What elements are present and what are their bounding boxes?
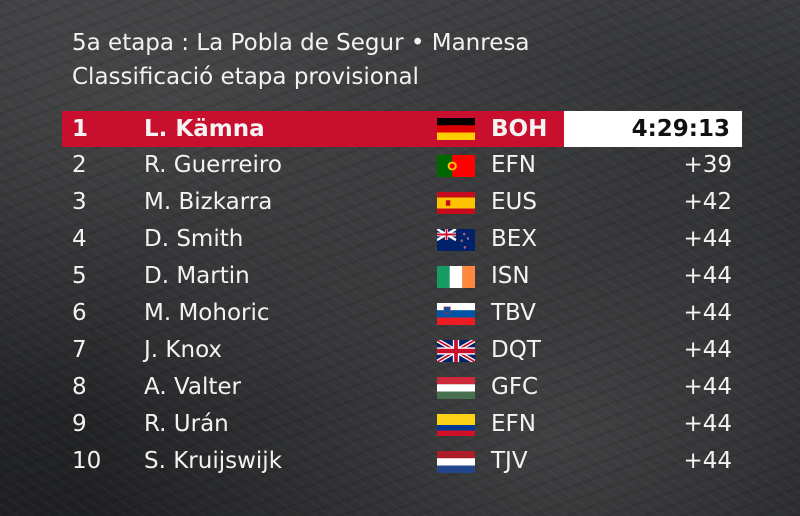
results-table: 1 L. Kämna BOH 4:29:13 2 R. Guerreiro EF…	[62, 111, 742, 480]
team-code: ISN	[491, 263, 530, 289]
result-row: 3 M. Bizkarra EUS +42	[62, 184, 742, 221]
team-code: TBV	[491, 300, 536, 326]
result-row: 5 D. Martin ISN +44	[62, 258, 742, 295]
classification-title: Classificació etapa provisional	[72, 64, 419, 90]
portugal-flag	[437, 155, 475, 177]
rider-name: J. Knox	[144, 337, 223, 363]
stage-time: 4:29:13	[631, 116, 730, 142]
position: 9	[72, 411, 87, 437]
rider-name: M. Bizkarra	[144, 189, 273, 215]
uk-flag	[437, 340, 475, 362]
rider-name: R. Guerreiro	[144, 152, 282, 178]
result-row: 10 S. Kruijswijk TJV +44	[62, 443, 742, 480]
team-code: TJV	[491, 448, 528, 474]
position: 6	[72, 300, 87, 326]
result-row: 2 R. Guerreiro EFN +39	[62, 147, 742, 184]
position: 8	[72, 374, 87, 400]
stage-header: 5a etapa : La Pobla de Segur • Manresa C…	[72, 26, 529, 94]
time-gap: +42	[683, 189, 732, 215]
position: 1	[72, 116, 89, 142]
stage-title: 5a etapa : La Pobla de Segur • Manresa	[72, 30, 530, 56]
position: 10	[72, 448, 102, 474]
rider-name: R. Urán	[144, 411, 229, 437]
hungary-flag	[437, 377, 475, 399]
leader-time-box	[564, 111, 742, 147]
rider-name: S. Kruijswijk	[144, 448, 283, 474]
time-gap: +44	[683, 300, 732, 326]
result-row: 9 R. Urán EFN +44	[62, 406, 742, 443]
position: 7	[72, 337, 87, 363]
rider-name: L. Kämna	[144, 116, 265, 142]
team-code: EFN	[491, 152, 536, 178]
time-gap: +44	[683, 448, 732, 474]
team-code: EFN	[491, 411, 536, 437]
team-code: BEX	[491, 226, 538, 252]
time-gap: +44	[683, 374, 732, 400]
rider-name: D. Martin	[144, 263, 250, 289]
time-gap: +44	[683, 263, 732, 289]
position: 3	[72, 189, 87, 215]
rider-name: D. Smith	[144, 226, 244, 252]
ireland-flag	[437, 266, 475, 288]
result-row: 4 D. Smith BEX +44	[62, 221, 742, 258]
slovenia-flag	[437, 303, 475, 325]
position: 5	[72, 263, 87, 289]
colombia-flag	[437, 414, 475, 436]
team-code: BOH	[491, 116, 548, 142]
time-gap: +44	[683, 337, 732, 363]
time-gap: +44	[683, 411, 732, 437]
result-row: 6 M. Mohoric TBV +44	[62, 295, 742, 332]
position: 2	[72, 152, 87, 178]
spain-flag	[437, 192, 475, 214]
result-row-leader: 1 L. Kämna BOH 4:29:13	[62, 111, 742, 147]
rider-name: M. Mohoric	[144, 300, 270, 326]
position: 4	[72, 226, 87, 252]
germany-flag	[437, 118, 475, 140]
team-code: GFC	[491, 374, 539, 400]
result-row: 8 A. Valter GFC +44	[62, 369, 742, 406]
team-code: DQT	[491, 337, 541, 363]
time-gap: +39	[683, 152, 732, 178]
result-row: 7 J. Knox DQT +44	[62, 332, 742, 369]
team-code: EUS	[491, 189, 537, 215]
netherlands-flag	[437, 451, 475, 473]
time-gap: +44	[683, 226, 732, 252]
rider-name: A. Valter	[144, 374, 242, 400]
new-zealand-flag	[437, 229, 475, 251]
